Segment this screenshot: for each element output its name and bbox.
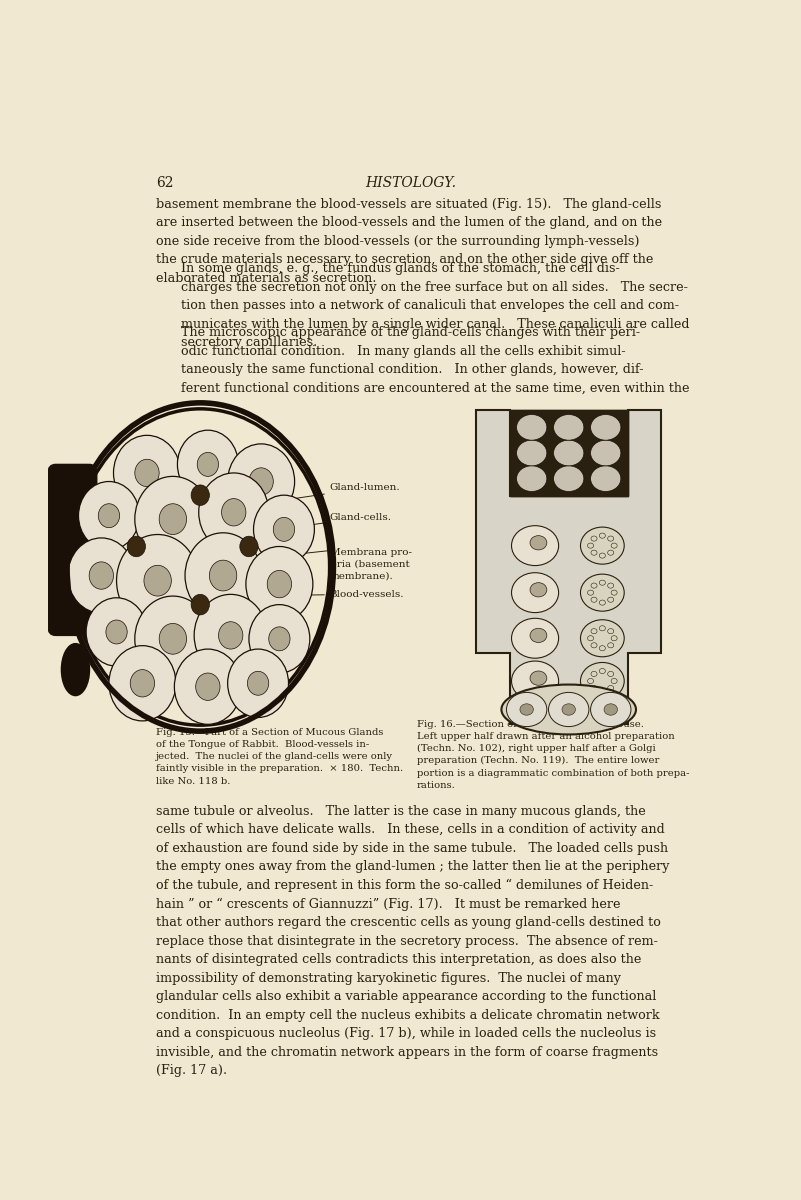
Text: The microscopic appearance of the gland-cells changes with their peri-
odic func: The microscopic appearance of the gland-… [181,326,690,395]
Circle shape [530,629,547,642]
Text: Gland-lumen.: Gland-lumen. [271,484,400,502]
Circle shape [520,703,533,715]
Circle shape [127,536,146,557]
Circle shape [581,662,624,700]
Circle shape [253,496,314,564]
Circle shape [117,534,199,626]
Circle shape [195,673,220,701]
Polygon shape [476,410,662,724]
Text: same tubule or alveolus.   The latter is the case in many mucous glands, the
cel: same tubule or alveolus. The latter is t… [156,805,670,1078]
Circle shape [135,596,211,682]
Circle shape [197,452,219,476]
Circle shape [553,414,584,440]
Circle shape [590,466,621,492]
Circle shape [89,562,114,589]
Circle shape [191,485,209,505]
Circle shape [512,572,558,612]
Circle shape [191,594,209,614]
Circle shape [99,504,119,528]
Circle shape [135,460,159,487]
Circle shape [131,670,155,697]
Circle shape [106,620,127,644]
Text: Blood-vessels.: Blood-vessels. [177,589,405,599]
Circle shape [512,661,558,701]
Text: HISTOLOGY.: HISTOLOGY. [365,176,456,191]
Circle shape [109,646,176,721]
Circle shape [135,476,211,562]
Circle shape [268,570,292,598]
Circle shape [604,703,618,715]
Circle shape [175,649,241,725]
Circle shape [590,440,621,466]
Circle shape [581,619,624,656]
Text: basement membrane the blood-vessels are situated (Fig. 15).   The gland-cells
ar: basement membrane the blood-vessels are … [156,198,662,284]
Circle shape [517,414,547,440]
Text: Fig. 15.—Part of a Section of Mucous Glands
of the Tongue of Rabbit.  Blood-vess: Fig. 15.—Part of a Section of Mucous Gla… [156,728,403,786]
Circle shape [227,649,288,718]
Text: Membrana pro-
pria (basement
membrane).: Membrana pro- pria (basement membrane). [330,547,412,581]
FancyBboxPatch shape [48,464,97,636]
Text: 62: 62 [156,176,174,191]
Circle shape [239,536,258,557]
Circle shape [219,622,243,649]
Circle shape [517,466,547,492]
Circle shape [222,498,246,526]
Circle shape [185,533,261,618]
Circle shape [194,594,268,677]
Circle shape [530,671,547,685]
Circle shape [78,481,139,550]
Circle shape [581,527,624,564]
Text: In some glands, e. g., the fundus glands of the stomach, the cell dis-
charges t: In some glands, e. g., the fundus glands… [181,263,690,349]
Circle shape [159,504,187,534]
Circle shape [114,436,180,510]
Circle shape [86,598,147,666]
Text: Fig. 16.—Section of Fundus Gland of Mouse.
Left upper half drawn after an alcoho: Fig. 16.—Section of Fundus Gland of Mous… [417,720,689,790]
Circle shape [562,703,575,715]
Circle shape [209,560,237,590]
Circle shape [517,440,547,466]
Polygon shape [510,410,628,496]
Circle shape [159,624,187,654]
Circle shape [553,466,584,492]
Circle shape [246,546,313,622]
Circle shape [249,468,273,496]
Circle shape [590,414,621,440]
Text: Gland-cells.: Gland-cells. [264,514,392,532]
Circle shape [273,517,295,541]
Polygon shape [510,410,628,496]
Circle shape [269,626,290,650]
Circle shape [506,692,547,726]
Circle shape [227,444,295,520]
Circle shape [177,431,239,499]
Circle shape [530,535,547,550]
Circle shape [530,583,547,596]
Circle shape [199,473,269,552]
Circle shape [549,692,589,726]
Circle shape [512,526,558,565]
Ellipse shape [501,684,636,734]
Circle shape [581,574,624,611]
Circle shape [553,440,584,466]
Circle shape [68,538,135,613]
Circle shape [249,605,310,673]
Circle shape [248,671,269,695]
Text: Lumen.: Lumen. [590,514,630,523]
Circle shape [144,565,171,596]
Text: Secretory
capillaries.: Secretory capillaries. [597,617,654,638]
Ellipse shape [62,644,89,695]
Circle shape [590,692,631,726]
Circle shape [512,618,558,658]
